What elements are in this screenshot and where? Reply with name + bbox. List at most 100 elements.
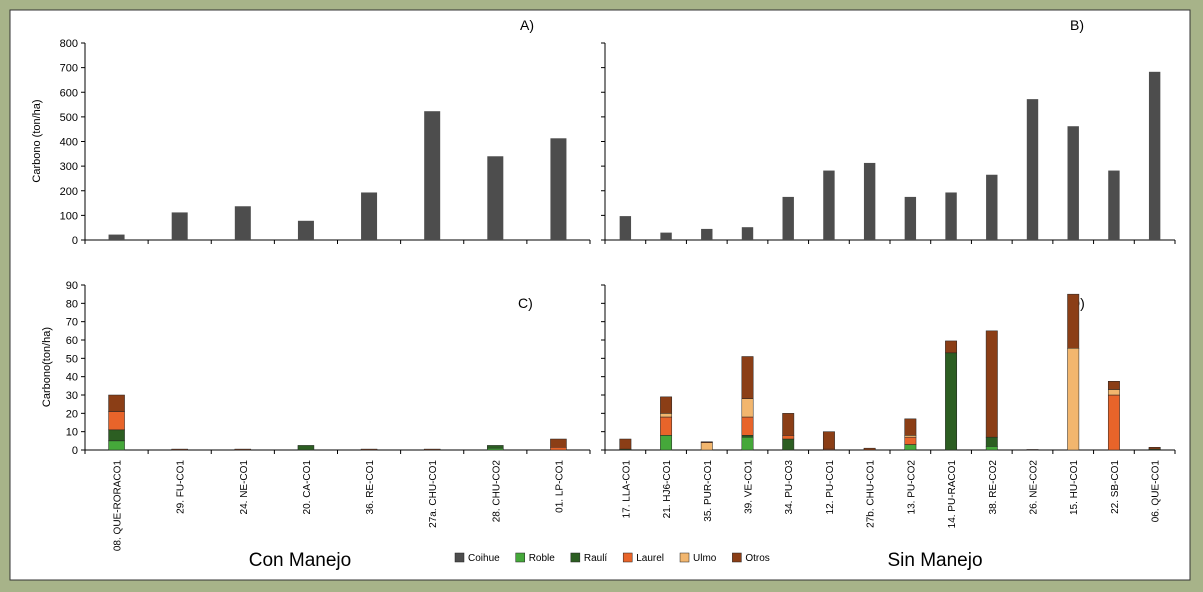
bar: [487, 156, 504, 240]
y-tick-label: 700: [60, 63, 78, 75]
bar-segment: [1148, 447, 1161, 450]
bar-segment: [700, 441, 713, 443]
legend-swatch: [679, 552, 690, 563]
bar-segment: [171, 448, 188, 451]
bar-segment: [1107, 394, 1120, 451]
bar-segment: [234, 448, 252, 451]
bar-segment: [904, 444, 917, 451]
bar-segment: [985, 330, 998, 438]
x-tick-label: 39. VE-CO1: [744, 460, 755, 514]
x-tick-label: 17. LLA-CO1: [621, 460, 632, 519]
y-tick-label: 500: [60, 112, 78, 124]
bar-segment: [487, 445, 504, 449]
bar: [108, 234, 125, 240]
bar: [1148, 71, 1161, 240]
x-tick-label: 13. PU-CO2: [906, 460, 917, 515]
bar: [945, 192, 957, 240]
bar-segment: [1067, 293, 1080, 349]
bar-segment: [550, 447, 567, 451]
x-tick-label: 26. NE-CO2: [1029, 460, 1040, 515]
bar-segment: [360, 448, 378, 451]
bar-segment: [741, 436, 754, 451]
y-tick-label: 100: [60, 210, 78, 222]
bar: [701, 228, 713, 240]
y-tick-label: 600: [60, 87, 78, 99]
bar-segment: [550, 438, 567, 448]
bar-segment: [822, 431, 835, 450]
bar: [863, 162, 876, 240]
x-tick-label: 28. CHU-CO2: [491, 460, 502, 523]
bar-segment: [660, 396, 673, 414]
bar-segment: [660, 416, 673, 436]
x-tick-label: 12. PU-CO1: [825, 460, 836, 515]
bar: [823, 170, 835, 240]
legend-label: Coihue: [468, 553, 500, 564]
x-tick-label: 27a. CHU-CO1: [428, 460, 439, 528]
y-tick-label: 90: [66, 280, 78, 292]
bar: [297, 220, 314, 240]
y-tick-label: 300: [60, 161, 78, 173]
bar: [986, 174, 998, 240]
bar-segment: [985, 436, 998, 447]
bar-segment: [741, 435, 754, 438]
y-tick-label: 400: [60, 137, 78, 149]
legend-swatch: [454, 552, 465, 563]
x-tick-label: 24. NE-CO1: [239, 460, 250, 515]
bar-segment: [741, 416, 754, 436]
bar-segment: [1026, 449, 1039, 451]
y-tick-label: 10: [66, 427, 78, 439]
bar: [1108, 170, 1120, 240]
bar-segment: [700, 442, 713, 451]
legend-label: Raulí: [584, 553, 608, 564]
y-tick-label: 0: [72, 445, 78, 457]
panel-title: A): [520, 17, 534, 33]
x-tick-label: 22. SB-CO1: [1110, 460, 1121, 514]
bar-segment: [985, 446, 998, 451]
panel-title: C): [518, 295, 533, 311]
bar-segment: [1067, 348, 1080, 451]
x-tick-label: 14. PU-RACO1: [947, 460, 958, 529]
bar: [424, 111, 441, 241]
bar: [234, 206, 251, 240]
bar-segment: [782, 438, 795, 451]
x-tick-label: 38. RE-CO2: [988, 460, 999, 515]
bar-segment: [1107, 389, 1120, 396]
y-tick-label: 800: [60, 38, 78, 50]
y-tick-label: 80: [66, 298, 78, 310]
bar-segment: [904, 418, 917, 436]
bar-segment: [782, 413, 795, 436]
x-tick-label: 08. QUE-RORACO1: [113, 460, 124, 552]
bar-segment: [108, 440, 125, 451]
group-label: Con Manejo: [249, 550, 351, 571]
bar-segment: [297, 445, 315, 451]
y-tick-label: 40: [66, 372, 78, 384]
legend-label: Otros: [745, 553, 769, 564]
y-tick-label: 70: [66, 317, 78, 329]
y-tick-label: 200: [60, 186, 78, 198]
bar-segment: [741, 356, 754, 399]
bar-segment: [619, 438, 632, 450]
bar: [660, 232, 672, 240]
y-tick-label: 0: [72, 235, 78, 247]
bar-segment: [782, 435, 795, 440]
bar: [1026, 99, 1039, 241]
bar-segment: [423, 448, 441, 451]
y-axis-label: Carbono(ton/ha): [41, 327, 53, 407]
x-tick-label: 21. HJ6-CO1: [662, 460, 673, 519]
bar-segment: [660, 435, 673, 451]
bar-segment: [741, 398, 754, 418]
legend-swatch: [570, 552, 581, 563]
x-tick-label: 01. LP-CO1: [554, 460, 565, 513]
bar: [171, 212, 188, 240]
group-label: Sin Manejo: [887, 550, 982, 571]
bar-segment: [863, 447, 876, 451]
legend-label: Ulmo: [693, 553, 717, 564]
bar-segment: [1107, 381, 1120, 390]
legend-swatch: [515, 552, 525, 563]
panel-title: B): [1070, 17, 1084, 33]
bar-segment: [108, 429, 125, 442]
bar-segment: [108, 411, 125, 431]
chart-frame: [9, 9, 1191, 581]
